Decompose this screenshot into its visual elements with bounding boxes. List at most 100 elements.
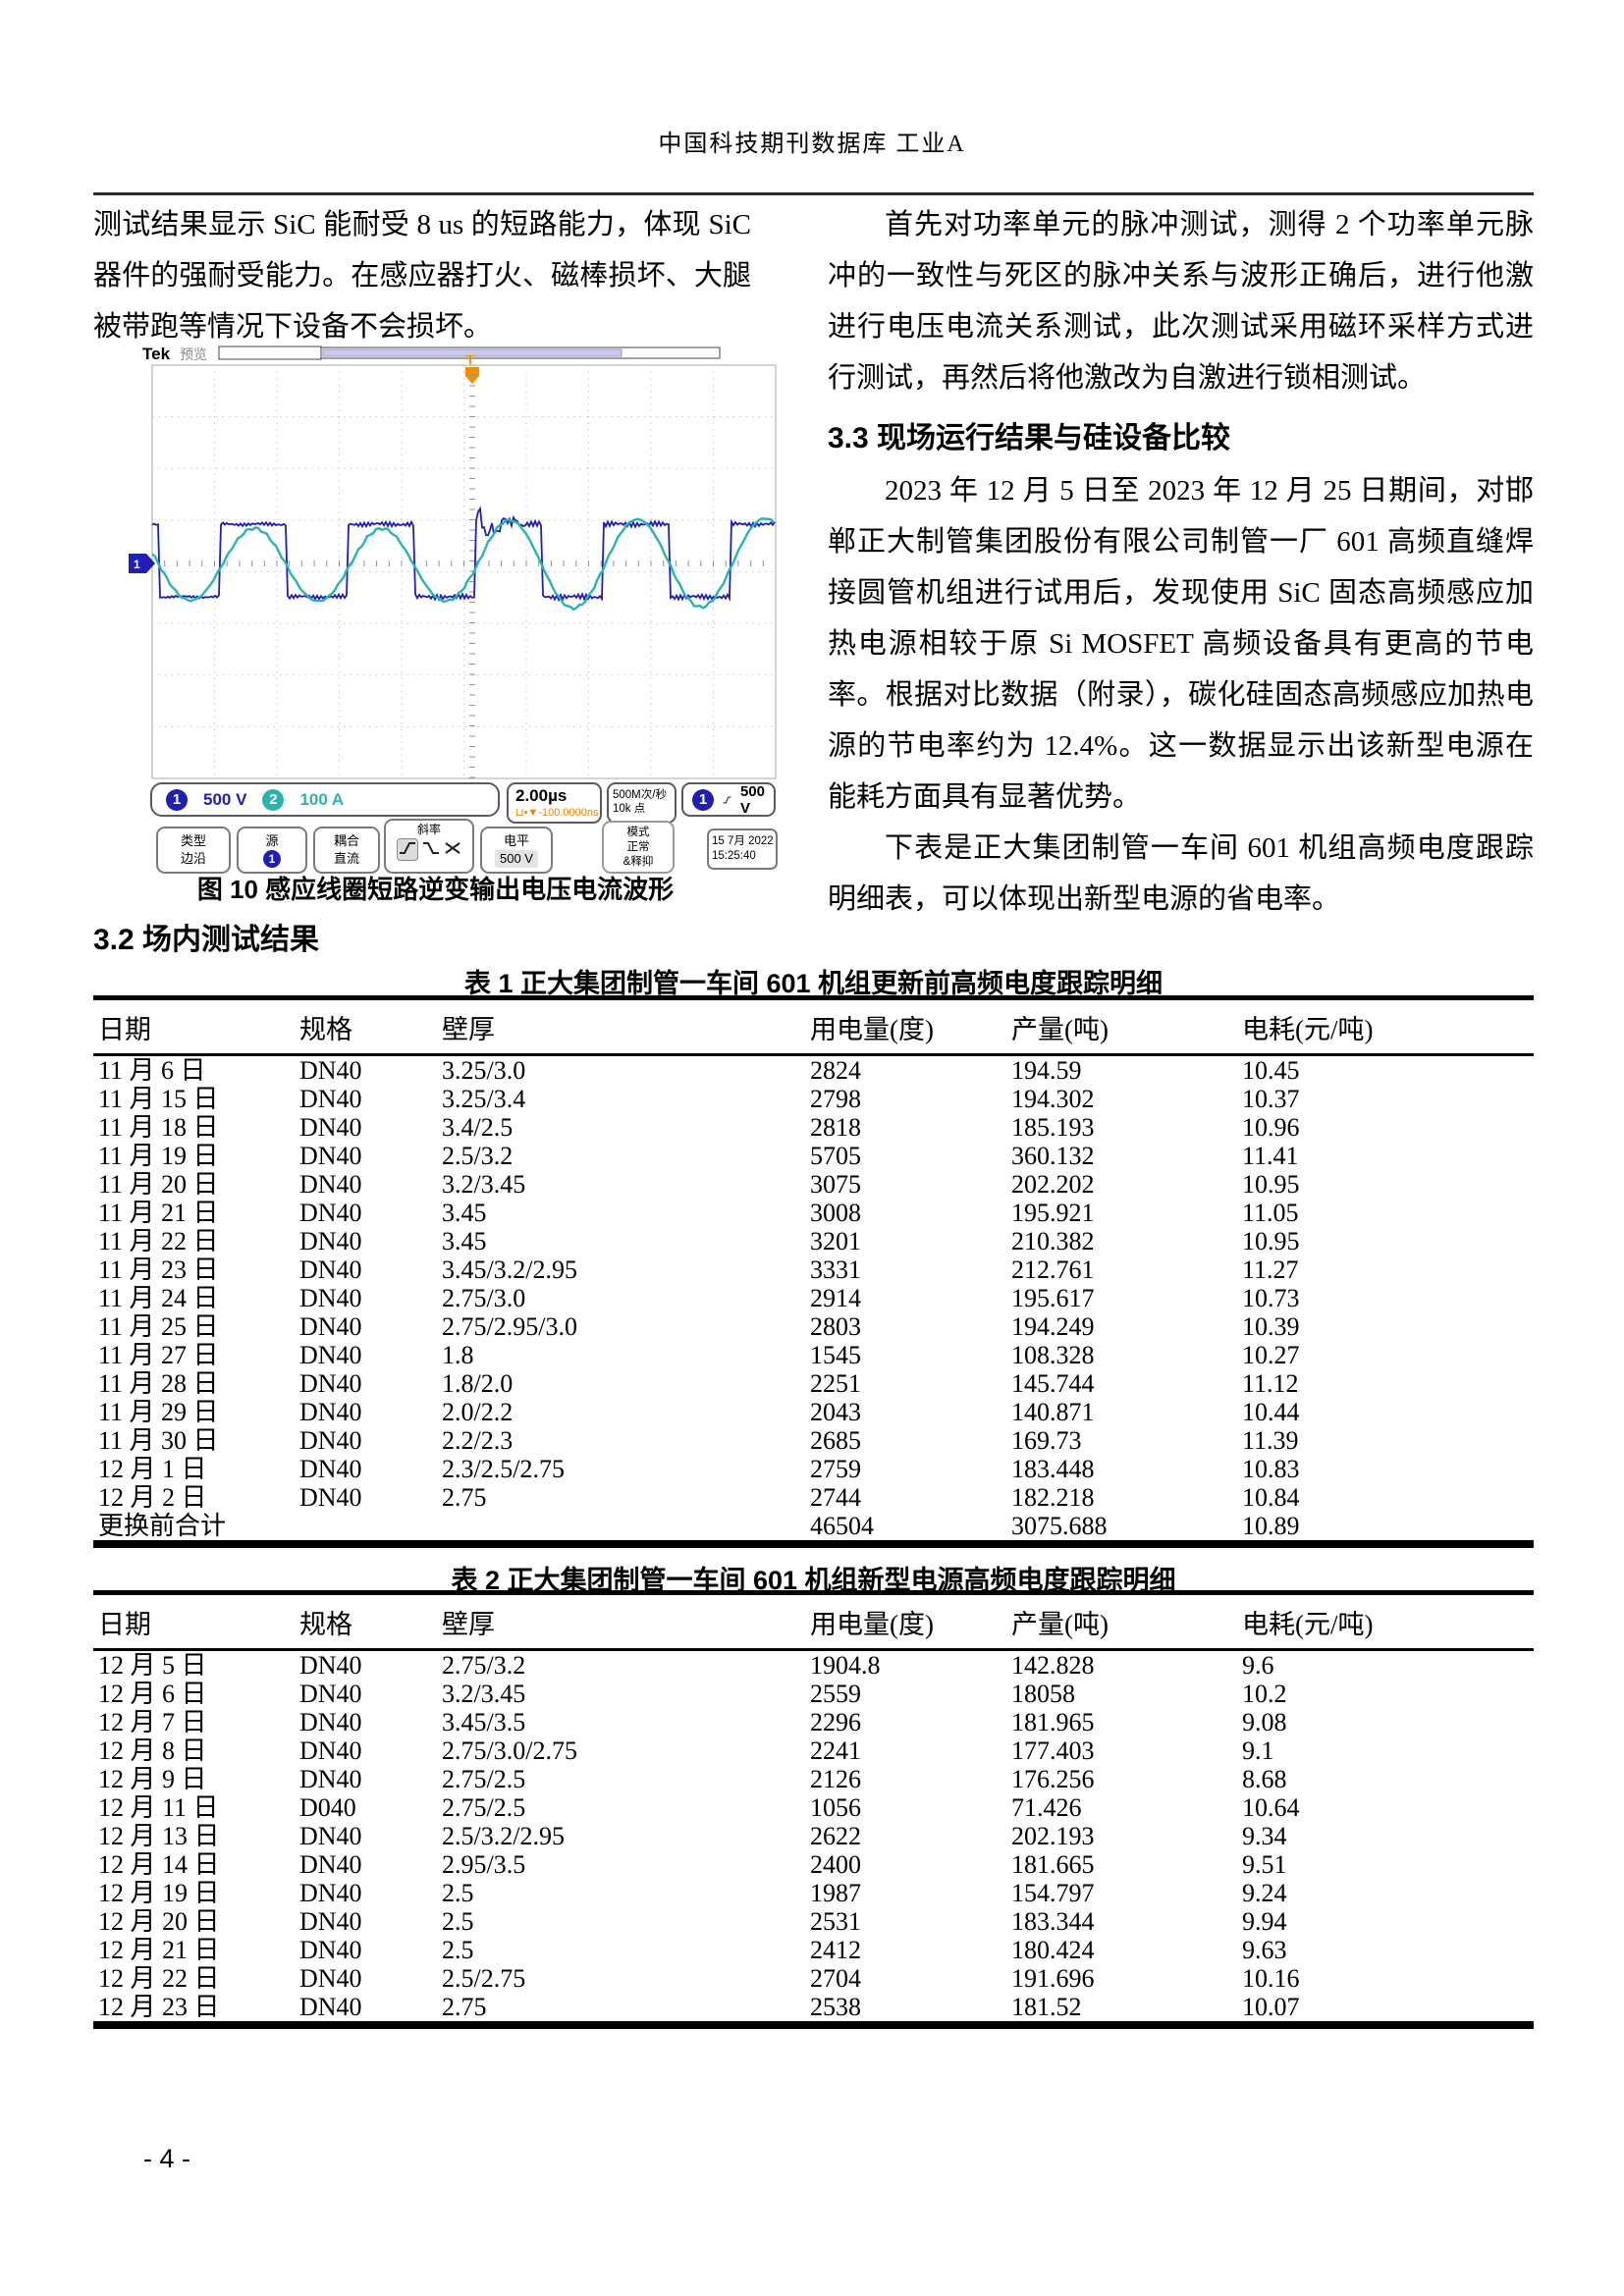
- table-row: 11 月 28 日 DN40 1.8/2.0 2251 145.744 11.12: [93, 1369, 1534, 1398]
- table-cell: 194.249: [1011, 1312, 1095, 1341]
- table-cell: D040: [299, 1793, 356, 1822]
- table-cell: 9.63: [1242, 1936, 1287, 1964]
- table-cell: 9.51: [1242, 1850, 1287, 1879]
- table-cell: 12 月 6 日: [98, 1680, 207, 1708]
- table-cell: 9.94: [1242, 1907, 1287, 1936]
- table-cell: 11 月 27 日: [98, 1341, 219, 1369]
- table-cell: DN40: [299, 1822, 362, 1850]
- table-cell: DN40: [299, 1455, 362, 1483]
- column-header: 产量(吨): [1011, 997, 1242, 1056]
- ch1-marker-label: 1: [134, 558, 140, 571]
- trigger-level: 500 V: [739, 782, 765, 817]
- table-cell: 2818: [810, 1113, 861, 1142]
- table-row: 11 月 29 日 DN40 2.0/2.2 2043 140.871 10.44: [93, 1398, 1534, 1426]
- table-cell: DN40: [299, 1964, 362, 1993]
- scope-time: 15:25:40: [712, 850, 756, 862]
- table-cell: 11 月 15 日: [98, 1085, 219, 1113]
- table-row: 12 月 23 日 DN40 2.75 2538 181.52 10.07: [93, 1993, 1534, 2025]
- table-cell: 10.2: [1242, 1680, 1287, 1708]
- table-cell: 10.45: [1242, 1056, 1300, 1085]
- table-cell: 2.75/3.0/2.75: [442, 1736, 577, 1765]
- table-cell: 11 月 28 日: [98, 1369, 219, 1398]
- table-cell: 2759: [810, 1455, 861, 1483]
- column-header: 壁厚: [442, 997, 810, 1056]
- page-number: - 4 -: [143, 2144, 191, 2173]
- table-cell: 142.828: [1011, 1651, 1095, 1680]
- table-cell: 11 月 6 日: [98, 1056, 206, 1085]
- table-cell: 191.696: [1011, 1964, 1095, 1993]
- table-row: 12 月 7 日 DN40 3.45/3.5 2296 181.965 9.08: [93, 1708, 1534, 1736]
- table-cell: 3.25/3.0: [442, 1056, 526, 1085]
- table-cell: 9.24: [1242, 1879, 1287, 1907]
- table-cell: DN40: [299, 1936, 362, 1964]
- ch2-scale: 100 A: [299, 789, 345, 809]
- journal-header: 中国科技期刊数据库 工业A: [658, 132, 966, 157]
- table-row: 12 月 22 日 DN40 2.5/2.75 2704 191.696 10.16: [93, 1964, 1534, 1993]
- table-row: 11 月 19 日 DN40 2.5/3.2 5705 360.132 11.41: [93, 1142, 1534, 1170]
- table-row: 11 月 27 日 DN40 1.8 1545 108.328 10.27: [93, 1341, 1534, 1369]
- record-length: 10k 点: [613, 803, 646, 815]
- source-ch1-badge-icon: 1: [263, 850, 281, 868]
- table-cell: 3.2/3.45: [442, 1170, 526, 1199]
- oscilloscope-screen: Tek 预览 T 1: [129, 345, 777, 779]
- table-cell: DN40: [299, 1312, 362, 1341]
- table-cell: 2.75: [442, 1483, 487, 1512]
- trigger-position-readout: ⊔•▼-100.0000ns: [515, 807, 599, 819]
- table-cell: 11.27: [1242, 1255, 1299, 1284]
- paragraph: 下表是正大集团制管一车间 601 机组高频电度跟踪明细表，可以体现出新型电源的省…: [828, 832, 1534, 915]
- menu-button-level: 电平 500 V: [480, 827, 553, 874]
- table-row: 11 月 20 日 DN40 3.2/3.45 3075 202.202 10.95: [93, 1170, 1534, 1199]
- table-cell: 183.448: [1011, 1455, 1095, 1483]
- table-cell: 2.5: [442, 1907, 474, 1936]
- table-cell: 360.132: [1011, 1142, 1095, 1170]
- table-cell: 210.382: [1011, 1227, 1095, 1255]
- channel-readout-box: 1 500 V 2 100 A: [150, 782, 500, 817]
- table-cell: [442, 1512, 810, 1544]
- table-cell: DN40: [299, 1708, 362, 1736]
- figure-caption: 图 10 感应线圈短路逆变输出电压电流波形: [196, 875, 675, 904]
- table-row: 12 月 1 日 DN40 2.3/2.5/2.75 2759 183.448 10.83: [93, 1455, 1534, 1483]
- menu-button-mode: 模式 正常 &释抑: [602, 821, 675, 874]
- table-cell: 2559: [810, 1680, 861, 1708]
- table-cell: 3075: [810, 1170, 861, 1199]
- table-cell: 12 月 7 日: [98, 1708, 207, 1736]
- trigger-source-badge-icon: 1: [692, 788, 714, 811]
- menu-button-type: 类型 边沿: [156, 827, 231, 874]
- table-cell: 1987: [810, 1879, 861, 1907]
- scope-brand: Tek: [142, 345, 171, 363]
- table-row: 11 月 24 日 DN40 2.75/3.0 2914 195.617 10.73: [93, 1284, 1534, 1312]
- table-cell: 2.3/2.5/2.75: [442, 1455, 565, 1483]
- menu-button-source: 源 1: [237, 827, 307, 874]
- table-cell: 12 月 9 日: [98, 1765, 207, 1793]
- ch1-ground-marker-icon: [129, 554, 155, 573]
- table-cell: 181.665: [1011, 1850, 1095, 1879]
- table-row: 12 月 14 日 DN40 2.95/3.5 2400 181.665 9.51: [93, 1850, 1534, 1879]
- column-header: 电耗(元/吨): [1242, 997, 1534, 1056]
- table-cell: 2824: [810, 1056, 861, 1085]
- table-cell: 202.202: [1011, 1170, 1095, 1199]
- table-cell: 2.75/3.2: [442, 1651, 526, 1680]
- table-cell: 180.424: [1011, 1936, 1095, 1964]
- table-cell: 12 月 2 日: [98, 1483, 207, 1512]
- table-row: 更换前合计 46504 3075.688 10.89: [93, 1512, 1534, 1544]
- table-cell: 46504: [810, 1512, 874, 1540]
- table-cell: 12 月 21 日: [98, 1936, 220, 1964]
- table-cell: 3075.688: [1011, 1512, 1108, 1540]
- table-cell: 2.75/2.5: [442, 1765, 526, 1793]
- table-cell: 9.6: [1242, 1651, 1274, 1680]
- timebase-value: 2.00µs: [515, 786, 568, 805]
- table-row: 11 月 18 日 DN40 3.4/2.5 2818 185.193 10.96: [93, 1113, 1534, 1142]
- trigger-position-icon: ⊔•▼: [515, 807, 539, 819]
- datetime-box: 15 7月 2022 15:25:40: [707, 828, 778, 870]
- falling-slope-icon: [422, 840, 440, 859]
- table-cell: 12 月 22 日: [98, 1964, 220, 1993]
- table-cell: 10.83: [1242, 1455, 1300, 1483]
- table-cell: 2.75/2.95/3.0: [442, 1312, 577, 1341]
- table-cell: DN40: [299, 1255, 362, 1284]
- table-cell: DN40: [299, 1170, 362, 1199]
- table-cell: 11 月 30 日: [98, 1426, 219, 1455]
- table-cell: 108.328: [1011, 1341, 1095, 1369]
- table-cell: DN40: [299, 1680, 362, 1708]
- table-cell: 2.5: [442, 1879, 474, 1907]
- table-cell: 2685: [810, 1426, 861, 1455]
